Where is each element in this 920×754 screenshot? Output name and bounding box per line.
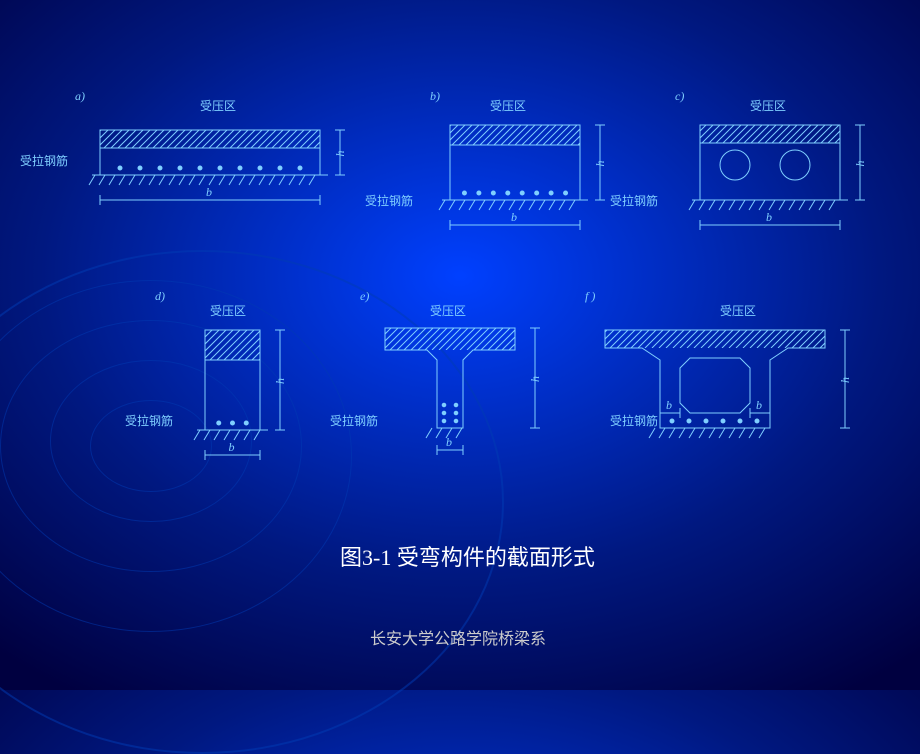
- svg-text:f ): f ): [585, 289, 595, 303]
- svg-text:b): b): [430, 89, 440, 103]
- svg-text:b: b: [206, 185, 212, 199]
- svg-text:d): d): [155, 289, 165, 303]
- svg-text:b: b: [446, 435, 452, 449]
- svg-text:c): c): [675, 89, 684, 103]
- svg-text:受拉钢筋: 受拉钢筋: [20, 153, 68, 168]
- svg-text:受拉钢筋: 受拉钢筋: [125, 413, 173, 428]
- diagram-canvas: a)受压区受拉钢筋bhb)受压区受拉钢筋bhc)受压区受拉钢筋bhd)受压区受拉…: [0, 0, 920, 690]
- svg-text:受拉钢筋: 受拉钢筋: [365, 193, 413, 208]
- svg-text:受拉钢筋: 受拉钢筋: [610, 413, 658, 428]
- svg-text:b: b: [756, 398, 762, 412]
- svg-text:e): e): [360, 289, 369, 303]
- svg-text:受压区: 受压区: [720, 304, 756, 318]
- svg-text:h: h: [838, 377, 852, 383]
- svg-text:h: h: [593, 161, 607, 167]
- svg-text:b: b: [766, 210, 772, 224]
- svg-text:h: h: [273, 378, 287, 384]
- svg-text:受压区: 受压区: [200, 99, 236, 113]
- svg-text:b: b: [666, 398, 672, 412]
- svg-text:受压区: 受压区: [490, 99, 526, 113]
- svg-text:a): a): [75, 89, 85, 103]
- svg-text:受压区: 受压区: [430, 304, 466, 318]
- svg-text:受压区: 受压区: [210, 304, 246, 318]
- svg-text:h: h: [853, 161, 867, 167]
- svg-text:b: b: [229, 440, 235, 454]
- svg-text:h: h: [528, 376, 542, 382]
- svg-text:受拉钢筋: 受拉钢筋: [610, 193, 658, 208]
- svg-text:受拉钢筋: 受拉钢筋: [330, 413, 378, 428]
- svg-text:h: h: [333, 151, 347, 157]
- svg-text:b: b: [511, 210, 517, 224]
- svg-text:受压区: 受压区: [750, 99, 786, 113]
